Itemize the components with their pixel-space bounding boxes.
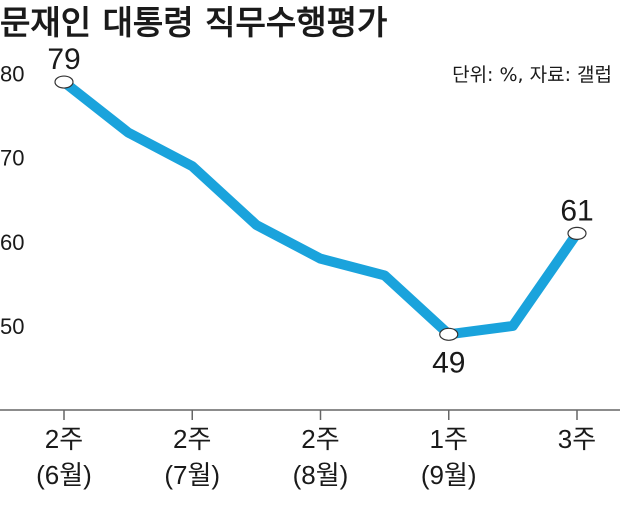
point-marker [439, 327, 459, 341]
point-marker [567, 226, 587, 241]
data-label: 49 [432, 346, 465, 379]
x-tick-sublabel: (6월) [36, 460, 92, 490]
point-markers [54, 75, 587, 341]
y-tick-label: 60 [0, 230, 24, 255]
data-label: 79 [47, 43, 80, 76]
point-marker [54, 75, 74, 89]
y-tick-label: 70 [0, 146, 24, 171]
source-note: 단위: %, 자료: 갤럽 [452, 64, 612, 86]
x-tick-label: 2주 [173, 424, 211, 454]
chart-title: 문재인 대통령 직무수행평가 [0, 3, 387, 42]
x-tick-sublabel: (9월) [421, 460, 477, 490]
x-tick-label: 2주 [45, 424, 83, 454]
x-tick-sublabel: (8월) [293, 460, 349, 490]
y-tick-label: 80 [0, 62, 24, 87]
y-axis-ticks: 50 60 70 80 [0, 62, 24, 339]
x-tick-label: 1주 [430, 424, 468, 454]
data-label: 61 [560, 194, 593, 227]
x-axis-ticks: 2주 (6월) 2주 (7월) 2주 (8월) 1주 (9월) 3주 [36, 410, 596, 490]
x-tick-label: 3주 [558, 424, 596, 454]
approval-series-line [59, 77, 582, 340]
x-tick-sublabel: (7월) [164, 460, 220, 490]
x-tick-label: 2주 [301, 424, 339, 454]
data-labels: 79 49 61 [47, 43, 593, 379]
y-tick-label: 50 [0, 314, 24, 339]
